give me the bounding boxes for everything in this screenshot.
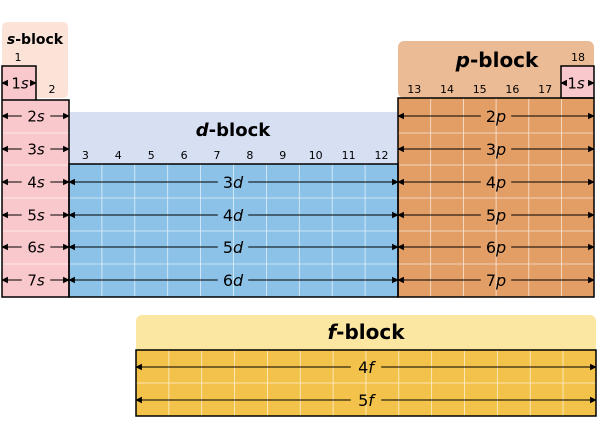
s-block-outline [1,65,70,298]
orbital-name: 5d [223,238,244,257]
group-number: 17 [538,83,552,96]
orbital-label: 5s [1,206,70,224]
p-block-header [398,41,594,98]
d-block-title: d-block [196,120,271,141]
orbital-name: 2s [27,107,45,125]
orbital-label: 5p [397,206,595,225]
orbital-label: 3d [68,173,399,192]
orbital-label: 5f [135,391,597,410]
orbital-name: 4p [486,173,506,192]
group-number: 6 [181,149,188,162]
group-number: 16 [505,83,519,96]
f-block-header [136,315,596,353]
group-number: 3 [82,149,89,162]
s-block-area [2,100,69,297]
orbital-label: 4p [397,173,595,192]
orbital-label: 6d [68,271,399,290]
orbital-name: 4s [27,173,45,191]
orbital-name: 4d [223,206,244,225]
group-number: 4 [115,149,122,162]
group-number: 2 [49,83,56,96]
group-number: 8 [246,149,253,162]
group-number: 7 [214,149,221,162]
group-number: 18 [571,51,585,64]
p-block-outline [397,97,595,298]
orbital-label: 1s [1,74,37,92]
group-number: 10 [309,149,323,162]
orbital-label: 7p [397,271,595,290]
group-number: 15 [473,83,487,96]
orbital-name: 7s [27,271,45,289]
group-number: 12 [375,149,389,162]
orbital-name: 1s [11,74,29,92]
orbital-label: 4d [68,206,399,225]
orbital-name: 2p [486,107,506,126]
block-outlines [1,65,597,417]
d-block-header [69,112,398,164]
cell-grid [2,98,596,416]
orbital-name: 6p [486,238,506,257]
orbital-label: 7s [1,271,70,289]
orbital-label: 1s [560,74,595,92]
orbital-name: 3s [27,140,45,158]
orbital-name: 4f [358,358,376,377]
orbital-name: 3d [223,173,244,192]
orbital-label: 5d [68,238,399,257]
orbital-label: 6p [397,238,595,257]
orbital-name: 6s [27,238,45,256]
orbital-label: 6s [1,238,70,256]
group-number: 5 [148,149,155,162]
orbital-label: 2s [1,107,70,125]
group-number: 14 [440,83,454,96]
p-block-title: p-block [455,48,539,72]
orbital-name: 1s [567,74,585,92]
f-block-outline [135,349,597,417]
group-number: 11 [342,149,356,162]
orbital-label: 4f [135,358,597,377]
orbital-name: 6d [223,271,244,290]
orbital-label: 3p [397,140,595,159]
f-block-title: f-block [327,320,405,344]
group-number: 1 [15,51,22,64]
orbital-label: 2p [397,107,595,126]
orbital-name: 7p [486,271,506,290]
orbital-name: 3p [486,140,506,159]
s-block-title: s-block [7,32,64,48]
group-number: 9 [279,149,286,162]
orbital-name: 5f [358,391,376,410]
orbital-labels: 1s 2s 3s 4s 5s 6s 7s 1s 3d 4d 5d 6d 2p 3p 4p 5p 6p 7p 4f 5f [1,74,597,410]
orbital-label: 4s [1,173,70,191]
orbital-name: 5s [27,206,45,224]
group-number: 13 [407,83,421,96]
orbital-label: 3s [1,140,70,158]
orbital-name: 5p [486,206,506,225]
